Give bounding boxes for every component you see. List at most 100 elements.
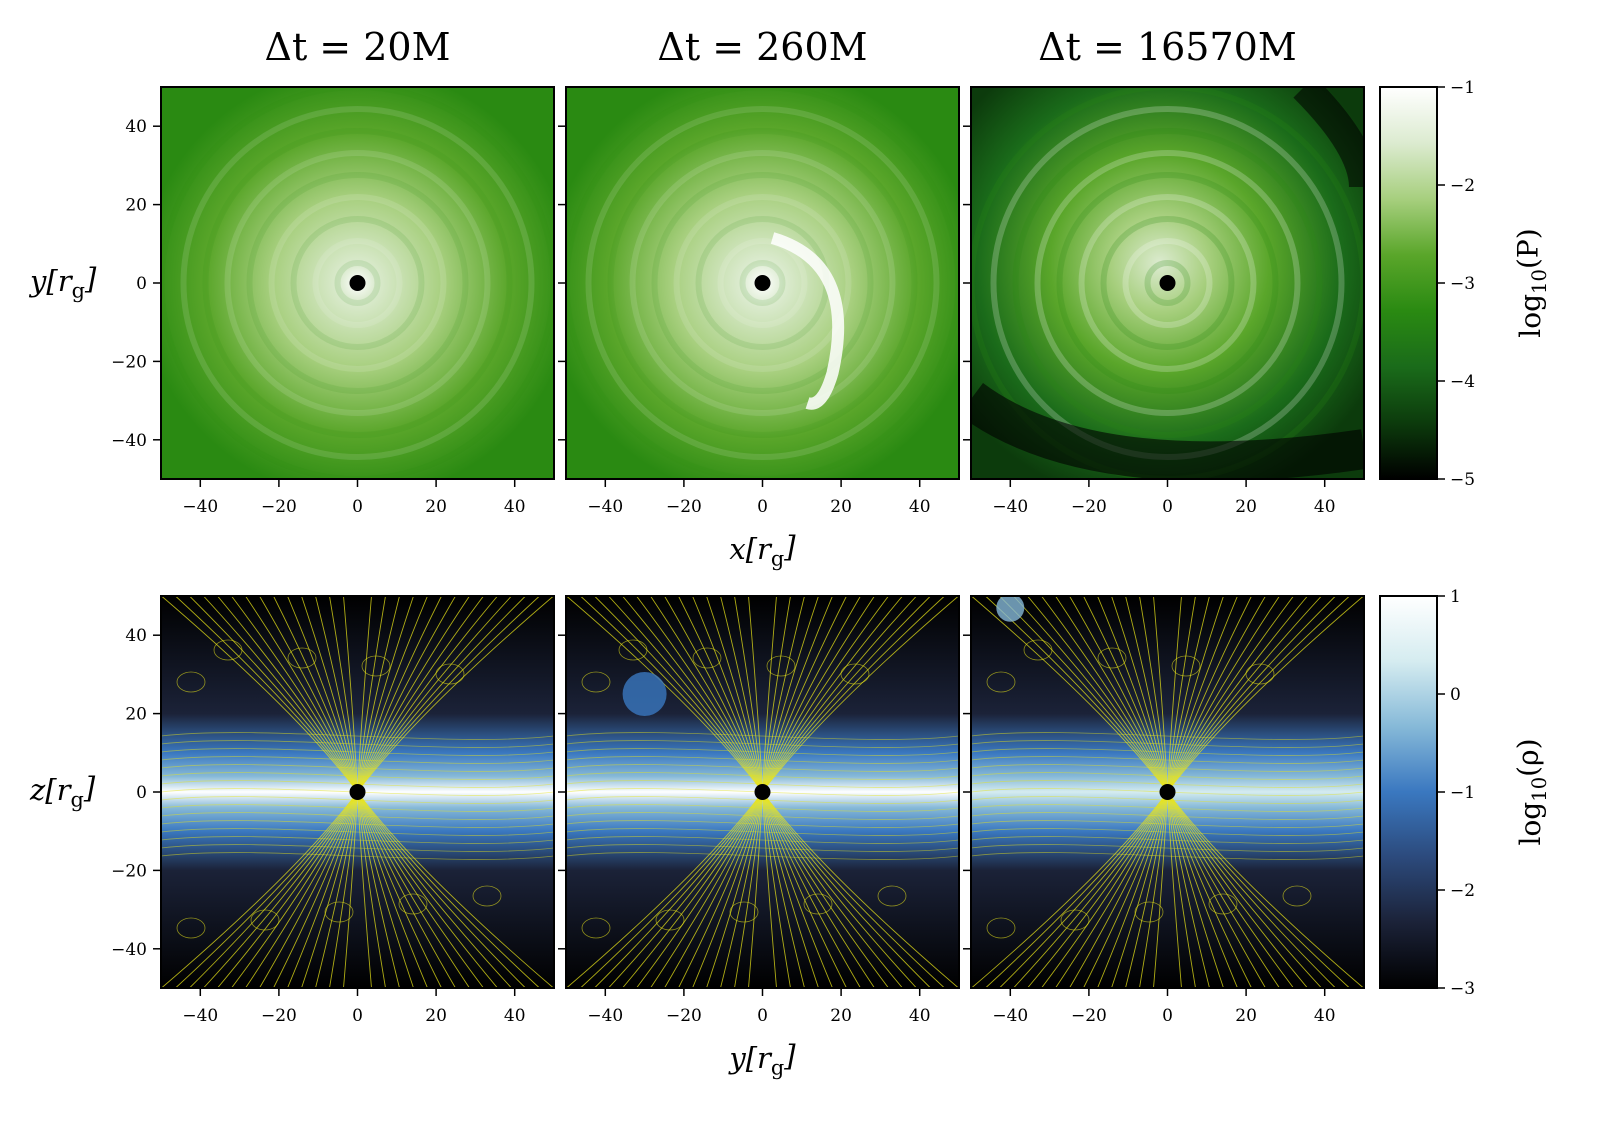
streamline (999, 596, 1168, 793)
streamline (566, 732, 959, 740)
streamline (706, 596, 763, 793)
swirl (651, 172, 874, 394)
streamline (1013, 596, 1168, 793)
x-tick-label: 0 (352, 1006, 363, 1026)
streamline (971, 596, 1168, 793)
streamline (357, 596, 456, 793)
streamline (1167, 791, 1210, 988)
streamline (315, 596, 358, 793)
streamline (748, 791, 763, 988)
x-tick-label: 40 (909, 1006, 931, 1026)
streamline (566, 756, 959, 764)
y-tick-label: 0 (136, 274, 147, 294)
streamline (1167, 596, 1294, 793)
x-tick-label: 20 (830, 1006, 852, 1026)
streamline (357, 791, 372, 988)
streamline (176, 671, 206, 693)
x-axis-label: y[rg] (727, 1039, 796, 1080)
streamline (203, 791, 358, 988)
streamline (566, 772, 959, 780)
streamline (161, 748, 554, 756)
streamline (175, 596, 358, 793)
swirl (739, 260, 786, 306)
streamline (1167, 596, 1336, 793)
streamline (985, 596, 1168, 793)
black-hole (754, 275, 771, 291)
x-axis-label: x[rg] (729, 530, 796, 571)
x-tick-label: 20 (1235, 497, 1257, 517)
streamline (803, 893, 833, 915)
streamline (287, 791, 358, 988)
streamline (1171, 655, 1201, 677)
streamline (161, 828, 554, 836)
swirl (290, 216, 425, 350)
streamline (1167, 596, 1238, 793)
y-tick-label: 40 (125, 117, 147, 137)
streamline (1125, 596, 1168, 793)
streamline (566, 812, 959, 820)
x-tick-label: −20 (261, 1006, 297, 1026)
streamline (329, 791, 358, 988)
streamline (762, 791, 889, 988)
colorbar-label: log10(P) (1511, 228, 1550, 337)
streamline (245, 791, 358, 988)
streamline (1167, 791, 1322, 988)
streamline (472, 885, 502, 907)
streamline (1069, 596, 1168, 793)
streamline (1167, 791, 1294, 988)
streamline (189, 791, 358, 988)
streamline (664, 791, 763, 988)
x-tick-label: −20 (1071, 497, 1107, 517)
streamline (762, 596, 903, 793)
streamline (971, 820, 1364, 828)
streamline (1041, 791, 1168, 988)
swirl (312, 238, 403, 328)
x-tick-label: 20 (425, 1006, 447, 1026)
streamline (1139, 791, 1168, 988)
streamline (357, 596, 372, 793)
streamline (1167, 596, 1252, 793)
swirl (1012, 128, 1323, 438)
streamline (762, 791, 805, 988)
streamline (1027, 791, 1168, 988)
colorbar-tick-label: −3 (1450, 274, 1475, 294)
streamline (566, 748, 959, 756)
streamline (1097, 791, 1168, 988)
streamline (217, 791, 358, 988)
streamline (720, 596, 763, 793)
streamline (161, 852, 554, 860)
streamline (161, 740, 554, 748)
streamline (581, 671, 611, 693)
streamline (664, 596, 763, 793)
streamline (762, 596, 805, 793)
streamline (748, 596, 763, 793)
x-tick-label: 40 (909, 497, 931, 517)
x-tick-label: −20 (666, 497, 702, 517)
streamline (259, 596, 358, 793)
streamline (398, 893, 428, 915)
x-tick-label: 20 (1235, 1006, 1257, 1026)
x-tick-label: 0 (352, 497, 363, 517)
streamline (566, 780, 959, 788)
streamline (1167, 791, 1238, 988)
y-tick-label: −40 (111, 940, 147, 960)
streamline (357, 596, 512, 793)
streamline (692, 791, 763, 988)
swirl (629, 150, 896, 416)
streamline (877, 885, 907, 907)
streamline (1167, 791, 1182, 988)
streamline (580, 791, 763, 988)
streamline (161, 804, 554, 812)
streamline (161, 772, 554, 780)
streamline (161, 780, 554, 788)
streamline (608, 596, 763, 793)
streamline (762, 596, 861, 793)
streamline (1083, 791, 1168, 988)
x-tick-label: −20 (666, 1006, 702, 1026)
streamline (762, 791, 791, 988)
panels (153, 86, 1365, 996)
streamline (762, 596, 791, 793)
x-tick-label: −20 (1071, 1006, 1107, 1026)
